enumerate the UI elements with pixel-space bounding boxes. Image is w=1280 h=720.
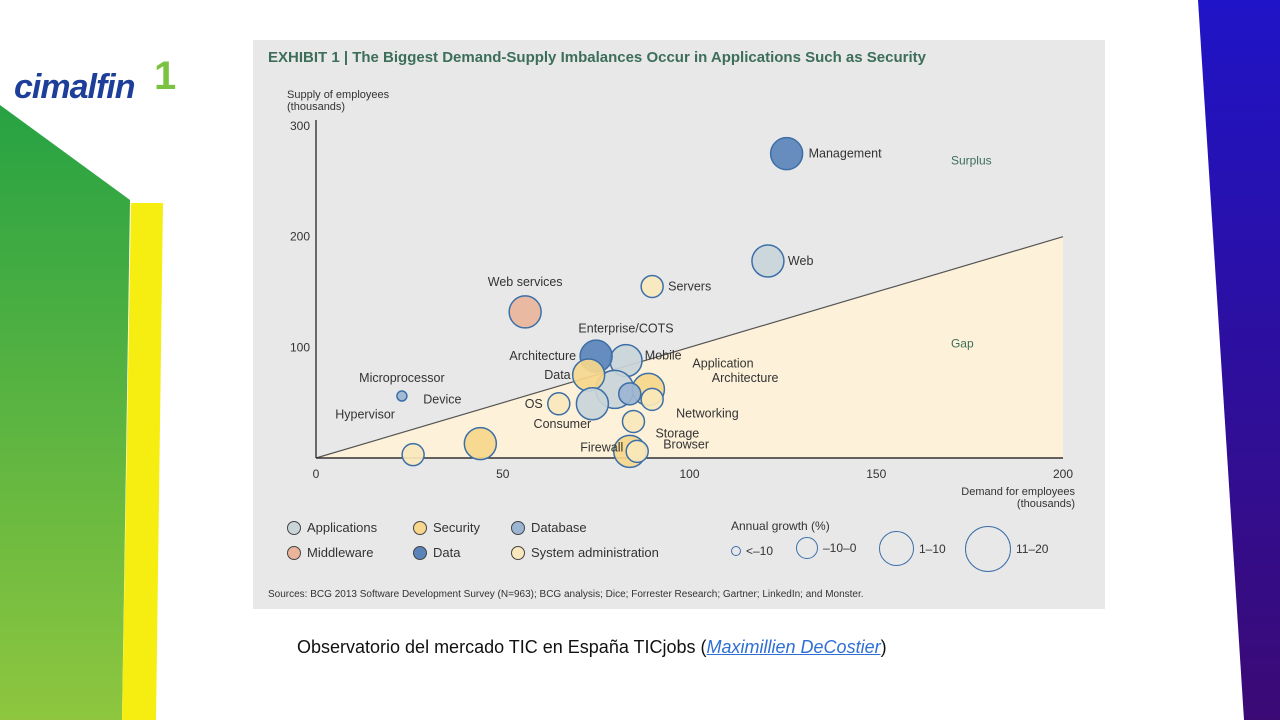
bubble-label: Servers bbox=[668, 279, 711, 293]
bubble-point bbox=[575, 387, 610, 421]
bubble-point bbox=[547, 392, 571, 416]
bubble-label: Web bbox=[788, 254, 814, 268]
author-link[interactable]: Maximillien DeCostier bbox=[706, 637, 881, 657]
exhibit-title: EXHIBIT 1 | The Biggest Demand-Supply Im… bbox=[268, 49, 926, 66]
size-legend-item-1: <–10 bbox=[731, 544, 773, 558]
caption-text: Observatorio del mercado TIC en España T… bbox=[297, 637, 707, 657]
region-label: Surplus bbox=[951, 154, 992, 168]
x-tick-label: 150 bbox=[866, 467, 886, 481]
bubble-label: Firewall bbox=[580, 440, 623, 454]
bubble-label: Architecture bbox=[712, 371, 779, 385]
legend-swatch-middleware bbox=[287, 545, 301, 560]
bubble-label: Browser bbox=[663, 437, 709, 451]
legend-swatch-security bbox=[413, 520, 427, 535]
bubble-label: Enterprise/COTS bbox=[578, 322, 673, 336]
bubble-point bbox=[396, 390, 408, 402]
bubble-label: Device bbox=[423, 393, 461, 407]
company-logo: cimalfin 1 bbox=[14, 56, 184, 110]
bubble-label: Storage bbox=[655, 426, 699, 440]
bubble-label: Hypervisor bbox=[335, 408, 395, 422]
bubble-point bbox=[640, 274, 664, 299]
legend-swatch-applications bbox=[287, 520, 301, 535]
bubble-point bbox=[463, 426, 498, 461]
bubble-label: Application bbox=[692, 356, 753, 370]
legend-security: Security bbox=[413, 520, 480, 535]
bubble-point bbox=[401, 442, 425, 467]
bubble-point bbox=[625, 439, 649, 464]
bubble-label: Web services bbox=[488, 275, 563, 289]
x-tick-label: 100 bbox=[679, 467, 699, 481]
green-left-band bbox=[0, 105, 130, 720]
blue-right-band bbox=[1198, 0, 1280, 720]
bubble-label: Microprocessor bbox=[359, 371, 444, 385]
size-legend-item-4: 11–20 bbox=[965, 526, 1048, 572]
bubble-label: Architecture bbox=[509, 349, 576, 363]
y-axis-label: Supply of employees (thousands) bbox=[287, 89, 390, 113]
x-axis-label: Demand for employees (thousands) bbox=[961, 486, 1075, 510]
legend-applications: Applications bbox=[287, 520, 377, 535]
size-legend-item-3: 1–10 bbox=[879, 531, 946, 566]
size-legend-circle-3 bbox=[879, 531, 914, 566]
bubble-point bbox=[571, 358, 606, 392]
bubble-point bbox=[640, 387, 664, 412]
size-legend-title: Annual growth (%) bbox=[731, 519, 830, 533]
legend-swatch-data bbox=[413, 545, 427, 560]
bubble-label: OS bbox=[525, 397, 543, 411]
bubble-label: Management bbox=[809, 147, 882, 161]
caption-closing: ) bbox=[880, 637, 887, 657]
bubble-point bbox=[621, 409, 646, 434]
legend-data: Data bbox=[413, 545, 460, 560]
size-legend-circle-1 bbox=[731, 546, 741, 556]
legend-swatch-database bbox=[511, 520, 525, 535]
exhibit-panel: EXHIBIT 1 | The Biggest Demand-Supply Im… bbox=[253, 40, 1105, 609]
size-legend-circle-2 bbox=[796, 537, 818, 559]
logo-wordmark: cimalfin bbox=[14, 68, 135, 106]
bubble-point bbox=[769, 136, 804, 171]
bubble-label: Networking bbox=[676, 406, 739, 420]
slide-caption: Observatorio del mercado TIC en España T… bbox=[297, 637, 887, 658]
size-legend-circle-4 bbox=[965, 526, 1011, 572]
x-tick-label: 50 bbox=[496, 467, 510, 481]
y-tick-label: 100 bbox=[290, 340, 310, 354]
legend-middleware: Middleware bbox=[287, 545, 373, 560]
bubble-point bbox=[617, 382, 642, 406]
bubble-point bbox=[751, 244, 785, 278]
y-tick-label: 200 bbox=[290, 230, 310, 244]
supply-demand-diagonal bbox=[315, 236, 1064, 459]
yellow-left-stripe bbox=[122, 203, 163, 720]
logo-mark: 1 bbox=[154, 54, 177, 98]
legend-system-administration: System administration bbox=[511, 545, 659, 560]
size-legend-item-2: –10–0 bbox=[796, 537, 856, 559]
legend-swatch-system-administration bbox=[511, 545, 525, 560]
region-label: Gap bbox=[951, 336, 974, 350]
x-tick-label: 200 bbox=[1053, 467, 1073, 481]
bubble-chart: 0 50 100 150 200 100 200 300 Surplus Gap Managemen… bbox=[290, 119, 1073, 481]
bubble-point bbox=[508, 295, 542, 329]
sources-note: Sources: BCG 2013 Software Development S… bbox=[268, 589, 864, 600]
legend-database: Database bbox=[511, 520, 587, 535]
x-tick-label: 0 bbox=[313, 467, 320, 481]
bubble-label: Consumer bbox=[534, 417, 592, 431]
y-tick-label: 300 bbox=[290, 119, 310, 133]
bubble-label: Data bbox=[544, 368, 570, 382]
bubble-label: Mobile bbox=[645, 348, 682, 362]
